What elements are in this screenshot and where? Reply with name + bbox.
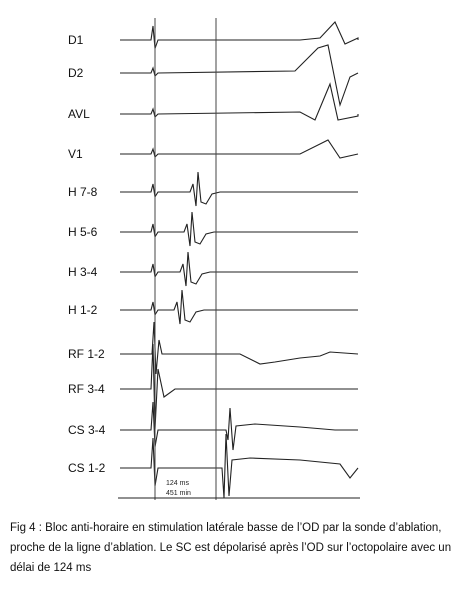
channel-label-avl: AVL bbox=[68, 107, 90, 121]
trace-rf-3-4 bbox=[120, 343, 358, 430]
channel-label-d2: D2 bbox=[68, 66, 84, 80]
channel-label-h-7-8: H 7-8 bbox=[68, 185, 98, 199]
ecg-figure: D1 D2 AVL V1 H 7-8 H 5-6 H 3-4 H 1-2 RF 1-2 RF 3-… bbox=[68, 18, 360, 500]
channel-label-cs-1-2: CS 1-2 bbox=[68, 461, 106, 475]
trace-rf-1-2 bbox=[120, 321, 359, 375]
channel-label-h-3-4: H 3-4 bbox=[68, 265, 98, 279]
trace-v1 bbox=[120, 139, 359, 159]
trace-h-3-4 bbox=[120, 251, 358, 287]
trace-cs-3-4 bbox=[120, 401, 358, 451]
figure-caption: Fig 4 : Bloc anti-horaire en stimulation… bbox=[10, 522, 452, 574]
trace-h-1-2 bbox=[120, 289, 358, 325]
trace-h-5-6 bbox=[120, 211, 358, 247]
channel-label-v1: V1 bbox=[68, 147, 83, 161]
channel-label-h-1-2: H 1-2 bbox=[68, 303, 98, 317]
trace-d1 bbox=[120, 21, 359, 49]
trace-cs-1-2 bbox=[120, 433, 359, 499]
channel-label-cs-3-4: CS 3-4 bbox=[68, 423, 106, 437]
channel-label-d1: D1 bbox=[68, 33, 84, 47]
trace-d2 bbox=[120, 44, 359, 108]
trace-h-7-8 bbox=[120, 171, 358, 207]
trace-avl bbox=[120, 82, 359, 121]
interval-label: 124 ms bbox=[166, 480, 189, 487]
channel-label-h-5-6: H 5-6 bbox=[68, 225, 98, 239]
interval-label-2: 451 min bbox=[166, 490, 191, 497]
channel-label-rf-3-4: RF 3-4 bbox=[68, 382, 105, 396]
channel-label-rf-1-2: RF 1-2 bbox=[68, 347, 105, 361]
